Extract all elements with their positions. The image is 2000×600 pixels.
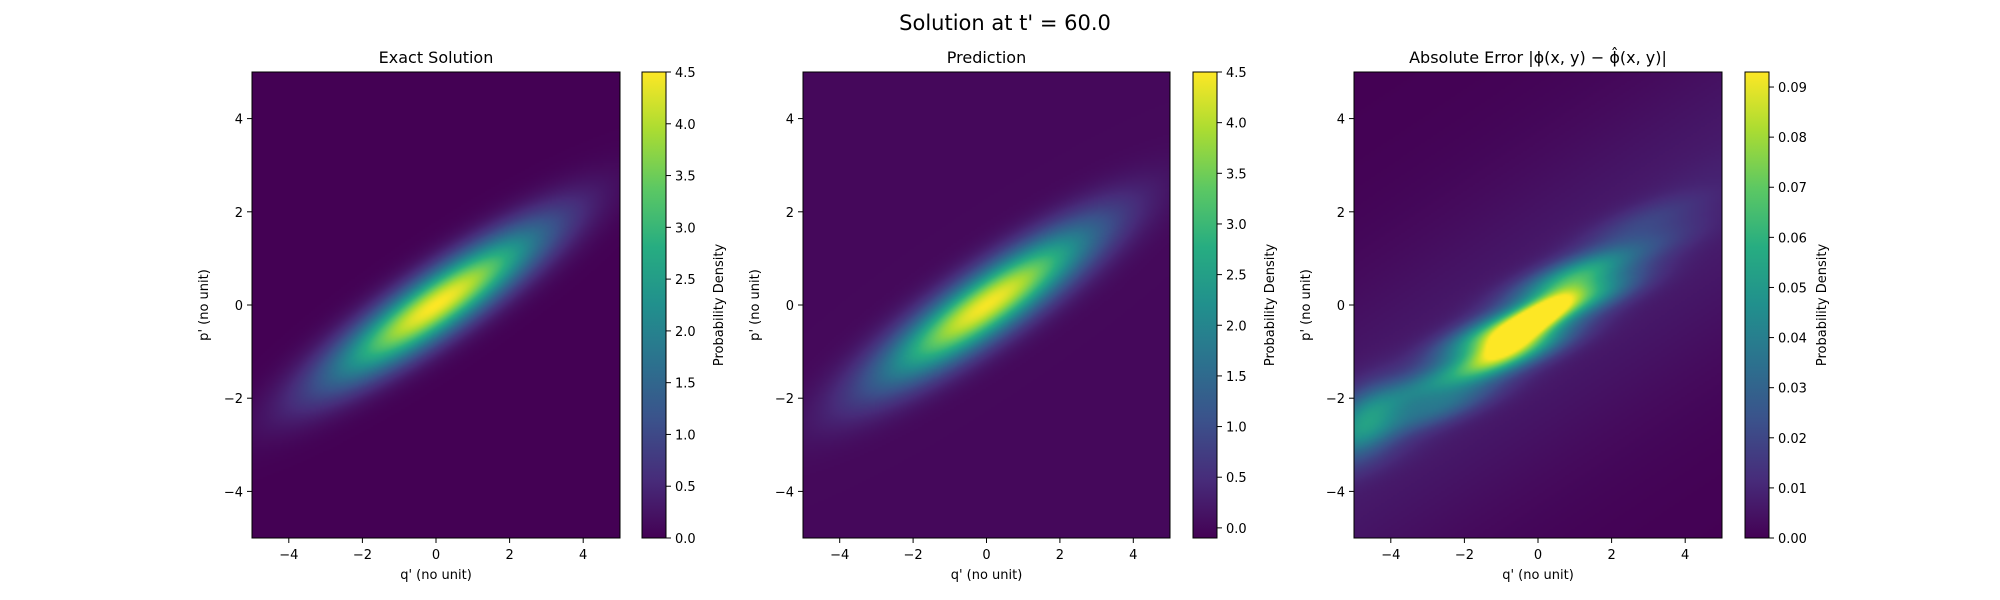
colorbar-label: Probability Density [1815, 244, 1830, 367]
colorbar-tick-label: 0.0 [675, 532, 696, 547]
panel-1: Exact Solution −4 −2 0 2 4 −4 −2 0 2 4 q' (no unit)… [197, 48, 727, 583]
colorbar-tick-label: 3.5 [1226, 167, 1247, 182]
colorbar-label: Probability Density [712, 244, 727, 367]
x-tick-label: 2 [505, 548, 513, 563]
colorbar-tick-label: 1.5 [1226, 370, 1247, 385]
colorbar-tick-label: 2.0 [675, 325, 696, 340]
colorbar-tick-label: 3.5 [675, 170, 696, 185]
x-tick-label: −4 [830, 548, 849, 563]
colorbar-tick-label: 1.0 [1226, 421, 1247, 436]
colorbar [1192, 71, 1218, 539]
x-tick-label: 4 [1129, 548, 1137, 563]
colorbar-tick-label: 4.0 [1226, 117, 1247, 132]
panel-title: Absolute Error |ϕ(x, y) − ϕ̂(x, y)| [1409, 47, 1667, 67]
x-tick-label: 4 [1681, 548, 1689, 563]
colorbar-tick-label: 3.0 [1226, 218, 1247, 233]
x-tick-label: 0 [432, 548, 440, 563]
x-axis-label: q' (no unit) [400, 568, 472, 583]
y-tick-label: −2 [1326, 392, 1345, 407]
colorbar-tick-label: 0.09 [1778, 81, 1807, 96]
colorbar-tick-label: 4.0 [675, 118, 696, 133]
heatmap-image [252, 72, 620, 538]
x-tick-label: −4 [1381, 548, 1400, 563]
colorbar-tick-label: 2.5 [1226, 269, 1247, 284]
y-tick-label: −2 [775, 392, 794, 407]
colorbar-tick-label: 2.5 [675, 273, 696, 288]
x-tick-label: 2 [1056, 548, 1064, 563]
x-axis-label: q' (no unit) [951, 568, 1023, 583]
x-tick-label: −2 [904, 548, 923, 563]
colorbar-tick-label: 4.5 [1226, 66, 1247, 81]
y-tick-label: 4 [235, 113, 243, 128]
y-tick-label: −4 [775, 485, 794, 500]
colorbar [641, 71, 667, 539]
panel-title: Exact Solution [379, 48, 494, 67]
colorbar-tick-label: 0.00 [1778, 532, 1807, 547]
heatmap-image [803, 72, 1170, 538]
y-tick-label: 2 [786, 206, 794, 221]
colorbar [1744, 71, 1770, 539]
colorbar-tick-label: 1.5 [675, 377, 696, 392]
colorbar-tick-label: 0.01 [1778, 482, 1807, 497]
y-tick-label: 0 [786, 299, 794, 314]
colorbar-tick-label: 0.07 [1778, 181, 1807, 196]
y-axis-label: p' (no unit) [1299, 269, 1314, 341]
y-tick-label: −4 [224, 485, 243, 500]
y-tick-label: 0 [1337, 299, 1345, 314]
x-tick-label: −2 [353, 548, 372, 563]
x-tick-label: −2 [1455, 548, 1474, 563]
colorbar-tick-label: 1.0 [675, 428, 696, 443]
panel-title: Prediction [947, 48, 1026, 67]
y-tick-label: −4 [1326, 485, 1345, 500]
panel-3: Absolute Error |ϕ(x, y) − ϕ̂(x, y)| −4 −2 0… [1299, 47, 1830, 583]
colorbar-tick-label: 3.0 [675, 221, 696, 236]
colorbar-tick-label: 0.02 [1778, 432, 1807, 447]
colorbar-tick-label: 0.08 [1778, 131, 1807, 146]
y-tick-label: 4 [786, 113, 794, 128]
x-tick-label: 0 [982, 548, 990, 563]
x-tick-label: 0 [1534, 548, 1542, 563]
x-tick-label: 4 [579, 548, 587, 563]
y-tick-label: 2 [235, 206, 243, 221]
colorbar-tick-label: 0.04 [1778, 332, 1807, 347]
y-tick-label: 0 [235, 299, 243, 314]
figure-suptitle: Solution at t' = 60.0 [899, 11, 1111, 35]
y-tick-label: −2 [224, 392, 243, 407]
y-tick-label: 2 [1337, 206, 1345, 221]
colorbar-tick-label: 4.5 [675, 66, 696, 81]
colorbar-tick-label: 0.05 [1778, 281, 1807, 296]
y-axis-label: p' (no unit) [197, 269, 212, 341]
heatmap-image [1354, 72, 1722, 538]
panel-2: Prediction −4 −2 0 2 4 −4 −2 0 2 4 q' (no unit) p' (… [748, 48, 1278, 583]
x-axis-label: q' (no unit) [1502, 568, 1574, 583]
x-tick-label: 2 [1607, 548, 1615, 563]
colorbar-tick-label: 0.03 [1778, 382, 1807, 397]
colorbar-tick-label: 0.5 [675, 480, 696, 495]
y-axis-label: p' (no unit) [748, 269, 763, 341]
y-tick-label: 4 [1337, 113, 1345, 128]
colorbar-label: Probability Density [1263, 244, 1278, 367]
colorbar-tick-label: 0.06 [1778, 231, 1807, 246]
colorbar-tick-label: 0.5 [1226, 471, 1247, 486]
colorbar-tick-label: 0.0 [1226, 522, 1247, 537]
x-tick-label: −4 [279, 548, 298, 563]
colorbar-tick-label: 2.0 [1226, 319, 1247, 334]
